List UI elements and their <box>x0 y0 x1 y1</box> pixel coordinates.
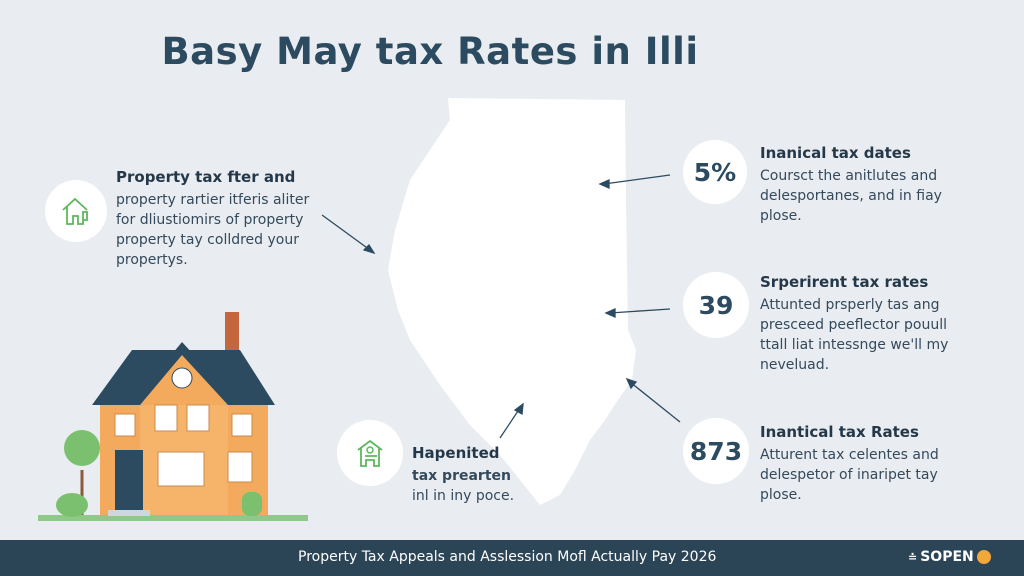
house-icon <box>62 197 88 225</box>
stat-card: Inanical tax dates Coursct the anitlutes… <box>760 144 942 226</box>
stat-line: plose. <box>760 208 802 224</box>
stat-line: Atturent tax celentes and <box>760 447 939 463</box>
footer-text: Property Tax Appeals and Asslession Mofl… <box>298 549 717 565</box>
stat-circle: 39 <box>683 272 749 338</box>
stat-line: Attunted prsperly tas ang <box>760 297 940 313</box>
stat-heading: Inanical tax dates <box>760 144 911 162</box>
arrow-line <box>321 214 371 251</box>
card-heading: Property tax fter and <box>116 168 296 186</box>
stat-line: delesportanes, and in fiay <box>760 188 942 204</box>
stat-circle: 5% <box>683 140 747 204</box>
illinois-state-shape <box>388 98 636 505</box>
stat-card: Inantical tax Rates Atturent tax celente… <box>760 423 939 505</box>
house-illustration <box>38 312 308 521</box>
arrow-line <box>609 308 671 314</box>
stat-heading: Inantical tax Rates <box>760 423 919 441</box>
house-icon <box>357 439 383 467</box>
card-line: property tay colldred your <box>116 232 299 248</box>
coin-icon <box>976 550 991 564</box>
bottom-card: Hapenited tax prearten inl in iny poce. <box>412 444 514 506</box>
arrow-line <box>499 407 521 439</box>
left-card: Property tax fter and property rartier i… <box>116 168 309 270</box>
card-line: property rartier itferis aliter <box>116 192 310 208</box>
stat-value: 39 <box>698 290 734 320</box>
card-line: inl in iny poce. <box>412 488 515 504</box>
card-line: for dliustiomirs of property <box>116 212 304 228</box>
stat-line: presceed peeflector pouull <box>760 317 947 333</box>
card-line: tax prearten <box>412 468 511 484</box>
stat-line: delespetor of inaripet tay <box>760 467 938 483</box>
stat-line: ttall liat intessnge we'll my <box>760 337 949 353</box>
house-icon-circle <box>45 180 107 242</box>
arrow-line <box>629 381 681 423</box>
stat-circle: 873 <box>683 418 749 484</box>
stat-line: neveluad. <box>760 357 830 373</box>
house-icon-circle <box>337 420 403 486</box>
footer-bar: Property Tax Appeals and Asslession Mofl… <box>0 540 1024 576</box>
card-line: propertys. <box>116 252 188 268</box>
brand-name: SOPEN <box>920 549 974 565</box>
stat-line: Coursct the anitlutes and <box>760 168 938 184</box>
stat-value: 873 <box>689 436 743 466</box>
brand-logo: ≐ SOPEN <box>908 549 991 565</box>
card-heading: Hapenited <box>412 444 500 462</box>
arrow-line <box>603 174 671 185</box>
stat-card: Srperirent tax rates Attunted prsperly t… <box>760 273 948 375</box>
page-title: Basy May tax Rates in Illi <box>161 30 699 73</box>
stat-heading: Srperirent tax rates <box>760 273 929 291</box>
stat-value: 5% <box>693 157 737 187</box>
stat-line: plose. <box>760 487 802 503</box>
